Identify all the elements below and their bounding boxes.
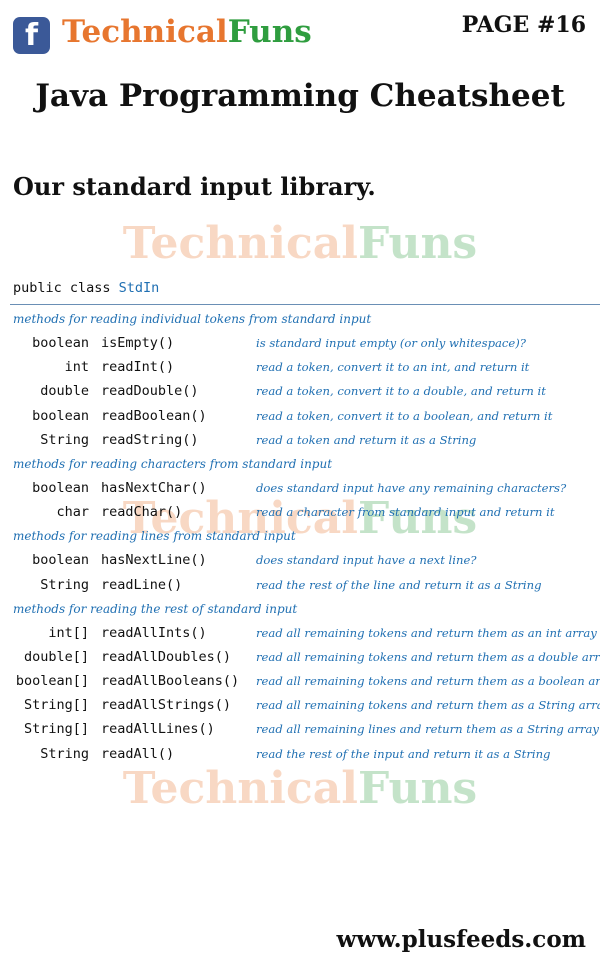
method-name: readDouble() [101,383,199,400]
method-description: read all remaining tokens and return the… [256,674,600,689]
method-description: read the rest of the line and return it … [256,577,542,592]
return-type: String[] [23,697,89,714]
section-heading: methods for reading lines from standard … [13,529,296,544]
method-name: readAllLines() [101,721,215,738]
watermark-part-2: Funs [357,218,478,269]
class-name: StdIn [118,280,160,296]
method-row: int[] readAllInts() read all remaining t… [0,621,600,645]
method-row: String readString() read a token and ret… [0,428,600,452]
return-type: boolean [32,407,89,424]
page-number: PAGE #16 [461,12,586,38]
method-row: double[] readAllDoubles() read all remai… [0,645,600,669]
section-heading: methods for reading the rest of standard… [13,601,298,616]
watermark-top: TechnicalFuns [0,218,600,269]
class-prefix: public class [13,280,119,296]
method-description: read a token, convert it to a double, an… [256,384,546,399]
return-type: double[] [23,648,89,665]
return-type: int[] [48,624,89,641]
return-type: String [40,431,89,448]
return-type: boolean [32,552,89,569]
method-description: read a token and return it as a String [256,432,477,447]
method-name: readBoolean() [101,407,207,424]
method-name: isEmpty() [101,335,175,351]
divider [10,304,600,305]
method-row: boolean hasNextChar() does standard inpu… [0,476,600,500]
method-name: readAllBooleans() [101,673,240,690]
method-description: read all remaining lines and return them… [256,722,599,737]
method-description: read a token, convert it to an int, and … [256,360,530,375]
method-row: boolean isEmpty() is standard input empt… [0,331,600,355]
brand-part-2: Funs [227,14,312,50]
method-name: readAllStrings() [101,697,232,714]
return-type: String [40,745,89,762]
method-description: is standard input empty (or only whitesp… [256,336,527,350]
class-declaration: public class StdIn [13,280,159,296]
watermark-part-2: Funs [357,763,478,814]
section-heading: methods for reading individual tokens fr… [13,312,372,326]
watermark-bottom: TechnicalFuns [0,763,600,814]
return-type: char [56,504,89,521]
method-description: read a character from standard input and… [256,505,555,520]
method-name: readChar() [101,504,183,521]
page-title: Java Programming Cheatsheet [35,78,565,114]
method-row: String readAll() read the rest of the in… [0,742,600,766]
method-name: readInt() [101,359,175,376]
method-name: hasNextLine() [101,552,207,569]
method-description: read all remaining tokens and return the… [256,625,597,640]
return-type: String[] [23,721,89,738]
method-row: boolean readBoolean() read a token, conv… [0,404,600,428]
facebook-icon[interactable]: f [13,17,50,54]
method-description: does standard input have any remaining c… [256,480,567,495]
return-type: int [64,359,89,376]
section-subtitle: Our standard input library. [13,172,376,201]
method-row: String[] readAllStrings() read all remai… [0,693,600,717]
method-row: boolean[] readAllBooleans() read all rem… [0,669,600,693]
method-row: String readLine() read the rest of the l… [0,573,600,597]
method-row: char readChar() read a character from st… [0,500,600,524]
method-name: readAllDoubles() [101,648,232,665]
brand-part-1: Technical [62,14,228,50]
return-type: boolean [32,335,89,351]
method-description: read the rest of the input and return it… [256,746,551,761]
method-name: hasNextChar() [101,479,207,496]
method-name: readString() [101,431,199,448]
watermark-part-1: Technical [122,218,358,269]
return-type: String [40,576,89,593]
method-name: readLine() [101,576,183,593]
method-row: boolean hasNextLine() does standard inpu… [0,548,600,572]
return-type: boolean [32,479,89,496]
api-table: methods for reading individual tokens fr… [0,307,600,766]
method-name: readAll() [101,745,175,762]
watermark-part-1: Technical [122,763,358,814]
footer-website-link[interactable]: www.plusfeeds.com [336,926,586,953]
method-description: read a token, convert it to a boolean, a… [256,408,553,423]
brand-logo: TechnicalFuns [62,14,312,50]
section-heading: methods for reading characters from stan… [13,456,333,471]
method-description: does standard input have a next line? [256,553,477,568]
method-row: String[] readAllLines() read all remaini… [0,717,600,741]
method-description: read all remaining tokens and return the… [256,698,600,713]
return-type: double [40,383,89,400]
method-description: read all remaining tokens and return the… [256,649,600,664]
method-name: readAllInts() [101,624,207,641]
method-row: double readDouble() read a token, conver… [0,379,600,403]
method-row: int readInt() read a token, convert it t… [0,355,600,379]
return-type: boolean[] [15,673,89,690]
